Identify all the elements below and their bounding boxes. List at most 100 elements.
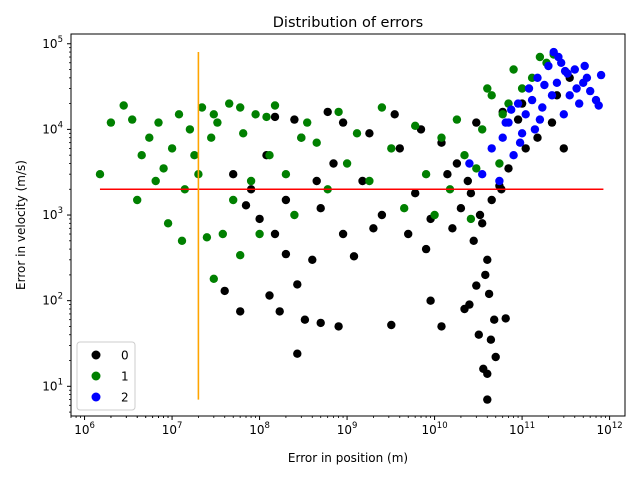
point-s1-58 (498, 110, 507, 119)
point-s1-60 (509, 65, 518, 74)
point-s1-1 (106, 118, 116, 127)
point-s0-77 (255, 214, 264, 224)
point-s2-19 (559, 110, 568, 119)
point-s1-27 (239, 129, 248, 138)
point-s0-7 (338, 118, 348, 127)
point-s0-25 (460, 304, 469, 314)
point-s0-49 (421, 244, 431, 254)
point-s1-8 (154, 118, 163, 127)
y-tick-label: 101 (42, 377, 63, 393)
point-s1-31 (265, 151, 274, 160)
series-1 (95, 50, 558, 283)
point-s1-63 (535, 52, 545, 62)
point-s1-38 (334, 107, 343, 117)
x-tick-label: 1011 (509, 421, 535, 437)
point-s1-21 (209, 274, 218, 283)
point-s2-10 (524, 84, 534, 93)
point-s1-40 (352, 129, 362, 138)
chart-title: Distribution of errors (273, 15, 423, 31)
point-s0-9 (377, 210, 387, 220)
point-s1-20 (207, 133, 216, 142)
x-axis-ticks: 106 107 108 109 1010 1011 1012 (70, 416, 623, 437)
point-s0-54 (390, 110, 399, 119)
point-s2-39 (535, 115, 545, 124)
reference-lines (99, 52, 604, 400)
y-axis-label: Error in velocity (m/s) (14, 160, 28, 290)
point-s2-2 (487, 144, 496, 153)
point-s1-9 (159, 164, 168, 173)
point-s0-27 (486, 335, 496, 344)
point-s2-22 (570, 65, 579, 74)
point-s0-24 (490, 315, 499, 324)
point-s2-31 (507, 105, 516, 114)
point-s0-38 (300, 315, 310, 324)
point-s1-19 (202, 233, 212, 242)
point-s0-66 (559, 144, 568, 153)
point-s0-20 (481, 270, 490, 280)
x-tick-label: 1010 (422, 421, 448, 437)
point-s1-51 (460, 151, 469, 160)
point-s0-16 (478, 219, 487, 228)
legend-label-2: 2 (121, 391, 129, 405)
point-s0-14 (456, 204, 466, 213)
point-s1-18 (197, 103, 207, 112)
point-s0-26 (474, 330, 483, 339)
point-s2-6 (509, 151, 518, 160)
point-s0-32 (501, 314, 510, 323)
point-s0-15 (469, 236, 478, 245)
point-s1-48 (437, 133, 446, 142)
point-s0-21 (472, 281, 481, 290)
point-s0-18 (487, 195, 496, 205)
point-s1-43 (387, 144, 396, 153)
point-s1-0 (95, 170, 105, 179)
point-s0-53 (365, 129, 374, 138)
point-s0-31 (491, 352, 500, 362)
point-s2-30 (501, 118, 510, 127)
point-s1-10 (163, 219, 173, 228)
point-s1-69 (297, 133, 306, 142)
point-s1-22 (213, 118, 222, 127)
point-s1-61 (517, 84, 527, 93)
point-s0-8 (358, 176, 367, 186)
point-s2-12 (533, 73, 542, 83)
point-s0-42 (293, 280, 302, 289)
point-s2-1 (478, 170, 487, 179)
legend-marker-1 (91, 371, 101, 381)
point-s0-50 (270, 112, 280, 122)
point-s0-17 (483, 255, 492, 264)
point-s2-23 (575, 99, 584, 108)
point-s1-53 (472, 164, 481, 173)
point-s1-42 (377, 103, 387, 112)
legend-marker-0 (91, 350, 101, 360)
point-s1-66 (209, 110, 218, 119)
point-s0-33 (437, 322, 446, 331)
point-s1-32 (270, 101, 280, 110)
point-s1-7 (151, 176, 160, 186)
legend-marker-2 (91, 392, 101, 402)
point-s0-60 (448, 224, 457, 233)
point-s2-34 (554, 52, 563, 62)
point-s1-46 (421, 170, 431, 179)
point-s0-75 (338, 229, 348, 239)
point-s0-30 (483, 395, 492, 404)
point-s0-70 (513, 115, 523, 124)
point-s0-0 (229, 170, 238, 179)
x-tick-label: 107 (162, 421, 183, 437)
point-s1-13 (177, 236, 187, 245)
y-tick-label: 105 (42, 35, 63, 51)
point-s0-29 (483, 369, 492, 378)
legend: 0 1 2 (76, 341, 136, 411)
point-s0-59 (466, 189, 476, 198)
point-s1-24 (225, 99, 234, 108)
point-s2-33 (540, 80, 549, 90)
point-s2-35 (560, 66, 570, 76)
point-s0-52 (323, 107, 332, 117)
point-s0-6 (329, 159, 338, 168)
point-s1-33 (281, 170, 291, 179)
plot-frame (70, 33, 626, 417)
point-s2-15 (547, 91, 557, 100)
point-s0-13 (443, 170, 452, 179)
point-s0-36 (334, 322, 343, 331)
point-s1-50 (452, 115, 462, 124)
point-s1-67 (236, 103, 245, 112)
